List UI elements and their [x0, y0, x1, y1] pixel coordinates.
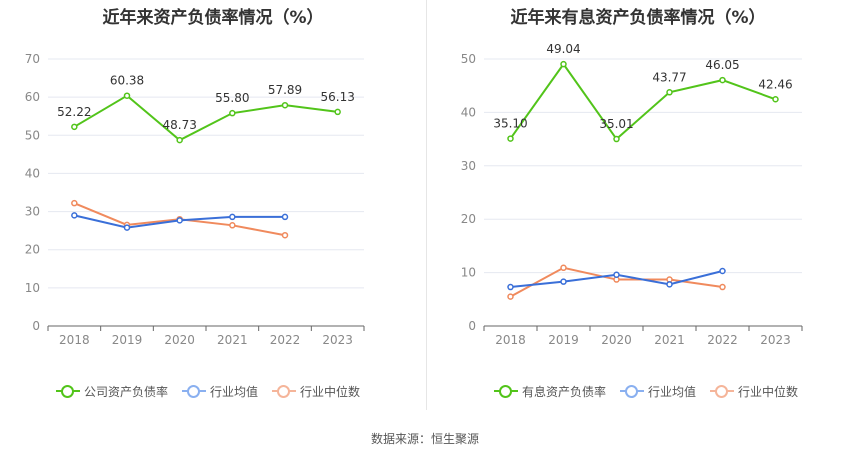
data-point-industry_avg [719, 267, 726, 275]
data-point-industry_median [560, 264, 567, 272]
data-point-industry_median [507, 293, 514, 300]
data-point-industry_avg [71, 212, 78, 219]
y-tick-label: 40 [25, 166, 40, 180]
legend-label: 行业均值 [648, 384, 697, 399]
y-tick-label: 50 [25, 128, 40, 142]
x-tick-label: 2020 [601, 333, 632, 347]
data-label: 49.04 [546, 42, 580, 56]
legend-item-industry-average[interactable]: 行业均值 [182, 383, 258, 400]
x-tick-label: 2019 [548, 333, 579, 347]
panel-divider [426, 0, 427, 410]
data-label: 46.05 [705, 58, 739, 72]
chart-title-right: 近年来有息资产负债率情况（%） [510, 8, 766, 28]
legend-marker-icon [620, 384, 645, 398]
chart-right: 0 10 20 30 40 50 2018 2019 2020 2021 2022 2023 35.10… [461, 42, 803, 347]
legend-left: 公司资产负债率 行业均值 行业中位数 [56, 380, 374, 402]
chart-left: 0 10 20 30 40 50 60 70 2018 2019 2020 2021 2022 2023 5… [25, 52, 365, 347]
y-tick-label: 70 [25, 52, 40, 66]
data-label: 52.22 [57, 105, 91, 119]
legend-item-company-debt-ratio[interactable]: 公司资产负债率 [56, 383, 168, 400]
data-point-company [719, 76, 726, 84]
y-tick-label: 30 [25, 205, 40, 219]
data-point-company [176, 136, 183, 144]
data-point-industry_median [281, 231, 289, 239]
legend-item-industry-average[interactable]: 行业均值 [620, 383, 696, 400]
x-tick-label: 2019 [112, 333, 143, 347]
legend-label: 行业中位数 [300, 384, 361, 399]
data-point-industry_avg [666, 281, 673, 288]
y-tick-label: 50 [461, 52, 476, 66]
y-tick-label: 10 [461, 266, 476, 280]
y-tick-label: 10 [25, 281, 40, 295]
legend-marker-icon [710, 384, 735, 398]
data-point-industry_median [229, 222, 236, 229]
legend-label: 公司资产负债率 [84, 384, 169, 399]
chart-title-left: 近年来资产负债率情况（%） [102, 8, 324, 28]
y-tick-label: 0 [468, 319, 476, 333]
data-label: 35.10 [493, 117, 527, 131]
data-label: 57.89 [268, 83, 302, 97]
y-tick-label: 20 [25, 243, 40, 257]
legend-marker-icon [494, 384, 518, 398]
series-line-company [509, 62, 776, 141]
x-tick-label: 2021 [654, 333, 685, 347]
legend-item-industry-median[interactable]: 行业中位数 [272, 383, 360, 400]
data-point-industry_avg [560, 278, 567, 285]
data-label: 48.73 [162, 118, 196, 132]
legend-right: 有息资产负债率 行业均值 行业中位数 [494, 380, 812, 402]
data-label: 60.38 [110, 74, 144, 88]
y-tick-label: 20 [461, 212, 476, 226]
legend-item-interest-bearing-debt-ratio[interactable]: 有息资产负债率 [494, 383, 606, 400]
data-point-industry_avg [229, 213, 236, 221]
data-point-industry_avg [176, 217, 183, 224]
x-tick-label: 2021 [217, 333, 248, 347]
data-point-company [772, 96, 779, 103]
data-source-note: 数据来源：恒生聚源 [370, 432, 479, 446]
legend-label: 有息资产负债率 [522, 384, 607, 399]
x-tick-label: 2020 [164, 333, 195, 347]
legend-item-industry-median[interactable]: 行业中位数 [710, 383, 798, 400]
data-point-company [281, 101, 289, 109]
series-line-company [73, 94, 338, 142]
data-label: 56.13 [320, 90, 354, 104]
data-point-company [560, 60, 567, 68]
y-tick-label: 40 [461, 105, 476, 119]
x-tick-label: 2018 [495, 333, 526, 347]
data-point-company [507, 135, 514, 142]
data-point-industry_median [719, 283, 726, 291]
data-point-company [666, 89, 673, 96]
y-tick-label: 60 [25, 90, 40, 104]
data-point-company [613, 135, 620, 143]
legend-marker-icon [182, 384, 207, 398]
data-point-industry_avg [507, 283, 514, 291]
data-point-company [334, 108, 341, 116]
data-point-company [229, 109, 236, 117]
legend-label: 行业中位数 [738, 384, 799, 399]
data-label: 43.77 [652, 70, 686, 84]
y-tick-label: 30 [461, 159, 476, 173]
data-point-industry_avg [281, 213, 289, 221]
x-tick-label: 2022 [270, 333, 301, 347]
legend-marker-icon [56, 384, 80, 398]
data-point-industry_avg [123, 224, 131, 231]
data-point-industry_median [71, 199, 78, 207]
legend-marker-icon [272, 384, 297, 398]
data-label: 55.80 [215, 91, 249, 105]
data-point-industry_avg [613, 271, 620, 278]
x-tick-label: 2023 [760, 333, 791, 347]
legend-label: 行业均值 [210, 384, 259, 399]
x-tick-label: 2023 [322, 333, 353, 347]
data-label: 42.46 [758, 77, 792, 91]
data-point-company [71, 123, 78, 131]
data-point-company [123, 92, 131, 99]
x-tick-label: 2022 [707, 333, 738, 347]
y-tick-label: 0 [32, 319, 40, 333]
x-tick-label: 2018 [59, 333, 90, 347]
data-label: 35.01 [599, 117, 633, 131]
